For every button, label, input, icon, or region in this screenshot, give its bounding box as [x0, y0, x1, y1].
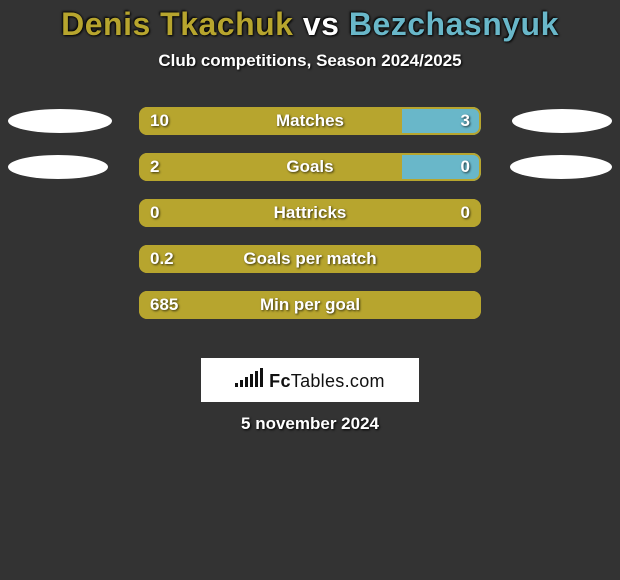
- brand-box[interactable]: FcTables.com: [201, 358, 419, 402]
- stat-rows: Matches103 Goals20 Hattricks00 Goals per ma…: [0, 107, 620, 319]
- brand-bar-segment: [245, 377, 248, 387]
- bar-fill-left: [139, 245, 481, 273]
- stat-bar: Goals: [139, 153, 481, 181]
- bar-fill-right: [402, 107, 481, 135]
- brand-inner: FcTables.com: [235, 369, 385, 392]
- brand-prefix: Fc: [269, 371, 291, 391]
- player2-name: Bezchasnyuk: [349, 6, 559, 42]
- subtitle: Club competitions, Season 2024/2025: [0, 51, 620, 71]
- brand-bar-segment: [240, 380, 243, 387]
- bar-fill-right: [402, 153, 481, 181]
- brand-main: Tables: [291, 371, 345, 391]
- date-label: 5 november 2024: [0, 414, 620, 434]
- brand-bar-segment: [250, 374, 253, 387]
- stat-row: Goals20: [0, 153, 620, 181]
- stat-row: Matches103: [0, 107, 620, 135]
- page-title: Denis Tkachuk vs Bezchasnyuk: [0, 6, 620, 43]
- player1-name: Denis Tkachuk: [61, 6, 293, 42]
- stat-bar: Goals per match: [139, 245, 481, 273]
- brand-logo-icon: [235, 369, 263, 387]
- stat-bar: Min per goal: [139, 291, 481, 319]
- comparison-widget: Denis Tkachuk vs Bezchasnyuk Club compet…: [0, 6, 620, 580]
- vs-text: vs: [303, 6, 340, 42]
- avatar-ellipse-left: [8, 155, 108, 179]
- brand-bar-segment: [235, 383, 238, 387]
- stat-bar: Hattricks: [139, 199, 481, 227]
- stat-row: Goals per match0.2: [0, 245, 620, 273]
- brand-text: FcTables.com: [269, 371, 385, 392]
- avatar-ellipse-right: [510, 155, 612, 179]
- brand-bar-segment: [260, 368, 263, 387]
- bar-fill-left: [139, 153, 402, 181]
- bar-fill-left: [139, 107, 402, 135]
- brand-bar-segment: [255, 371, 258, 387]
- brand-suffix: .com: [345, 371, 385, 391]
- stat-bar: Matches: [139, 107, 481, 135]
- avatar-ellipse-left: [8, 109, 112, 133]
- stat-row: Min per goal685: [0, 291, 620, 319]
- avatar-ellipse-right: [512, 109, 612, 133]
- stat-row: Hattricks00: [0, 199, 620, 227]
- bar-fill-left: [139, 291, 481, 319]
- bar-fill-left: [139, 199, 481, 227]
